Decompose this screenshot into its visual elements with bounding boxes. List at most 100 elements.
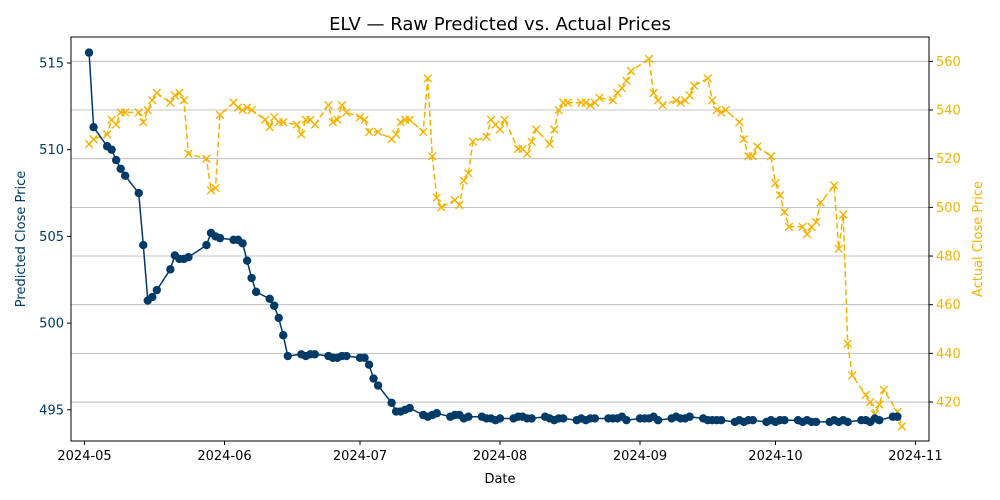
actual-point — [360, 115, 369, 125]
actual-point — [739, 134, 749, 144]
predicted-point — [283, 351, 292, 361]
predicted-point — [559, 414, 568, 423]
predicted-point — [265, 294, 274, 304]
actual-point — [748, 151, 758, 161]
left-y-tick-label: 500 — [39, 317, 64, 332]
x-tick-label: 2024-08 — [473, 449, 527, 464]
actual-point — [671, 95, 681, 105]
actual-point — [531, 125, 541, 134]
predicted-point — [139, 240, 148, 250]
right-y-tick-label: 440 — [936, 347, 961, 362]
actual-point — [184, 149, 193, 159]
right-y-tick-label: 500 — [936, 201, 961, 216]
actual-point — [260, 115, 270, 125]
predicted-point — [215, 233, 225, 243]
predicted-point — [120, 171, 130, 180]
actual-point — [337, 100, 347, 110]
actual-point — [866, 397, 875, 407]
predicted-point — [495, 414, 505, 423]
predicted-point — [387, 398, 396, 408]
actual-point — [179, 95, 189, 105]
actual-point — [423, 74, 433, 83]
actual-point — [391, 130, 401, 139]
actual-point — [464, 168, 473, 178]
actual-point — [324, 100, 333, 110]
actual-point — [364, 127, 374, 137]
x-tick-label: 2024-11 — [888, 449, 942, 464]
actual-point — [175, 88, 184, 98]
actual-point — [310, 120, 320, 129]
actual-point — [595, 93, 604, 103]
predicted-point — [166, 265, 175, 274]
actual-point — [152, 88, 162, 98]
actual-point — [712, 105, 722, 115]
actual-point — [405, 115, 414, 125]
actual-point — [771, 178, 780, 188]
actual-point — [802, 229, 812, 239]
right-y-tick-label: 560 — [936, 55, 961, 70]
actual-point — [775, 190, 785, 200]
actual-point — [333, 115, 342, 125]
actual-point — [120, 108, 130, 117]
predicted-point — [242, 256, 252, 265]
actual-point — [455, 200, 464, 210]
predicted-point — [893, 412, 902, 421]
actual-point — [418, 127, 428, 137]
chart-title: ELV — Raw Predicted vs. Actual Prices — [329, 14, 671, 35]
plot-frame — [70, 36, 930, 442]
actual-point — [373, 127, 383, 137]
actual-point — [265, 122, 274, 132]
actual-point — [211, 183, 220, 193]
actual-point — [215, 110, 225, 120]
actual-point — [202, 154, 211, 163]
actual-point — [581, 98, 591, 108]
actual-point — [563, 98, 573, 108]
x-tick-label: 2024-10 — [748, 449, 802, 464]
left-y-axis-label: Predicted Close Price — [14, 171, 29, 307]
actual-point — [482, 132, 491, 142]
right-axis-gridlines — [71, 60, 929, 403]
actual-point — [328, 117, 338, 127]
actual-point — [396, 117, 405, 127]
right-y-tick-label: 540 — [936, 104, 961, 119]
actual-point — [753, 142, 762, 151]
actual-point — [703, 74, 713, 83]
predicted-point — [202, 240, 211, 250]
predicted-point — [152, 285, 161, 295]
actual-price-series — [84, 54, 907, 431]
actual-point — [676, 98, 685, 108]
actual-point — [622, 76, 631, 86]
actual-point — [716, 108, 726, 117]
predicted-point — [89, 122, 98, 132]
actual-point — [432, 193, 442, 202]
actual-point — [233, 103, 243, 112]
actual-point — [342, 108, 351, 117]
actual-point — [247, 105, 256, 115]
predicted-point — [373, 381, 383, 390]
actual-point — [861, 390, 871, 400]
actual-point — [89, 134, 98, 144]
actual-point — [626, 66, 636, 76]
predicted-point — [107, 145, 116, 154]
actual-point — [685, 91, 694, 100]
predicted-point — [622, 415, 631, 425]
predicted-point — [310, 350, 320, 359]
actual-point — [143, 105, 153, 115]
actual-point — [242, 103, 252, 112]
actual-point — [838, 210, 848, 219]
left-y-axis-ticks: 495 500 505 510 515 — [39, 57, 71, 418]
predicted-point — [590, 414, 600, 423]
predicted-series-line — [88, 52, 898, 423]
actual-point — [811, 217, 821, 227]
x-tick-label: 2024-09 — [613, 449, 667, 464]
predicted-point — [780, 415, 789, 425]
predicted-point — [116, 164, 125, 173]
actual-point — [147, 95, 157, 105]
actual-point — [522, 149, 532, 159]
actual-point — [545, 139, 554, 149]
predicted-point — [342, 351, 351, 361]
predicted-point — [748, 415, 758, 425]
x-axis-ticks: 2024-05 2024-06 2024-07 2024-08 2024-09 2024-… — [57, 441, 943, 464]
predicted-point — [148, 292, 157, 302]
